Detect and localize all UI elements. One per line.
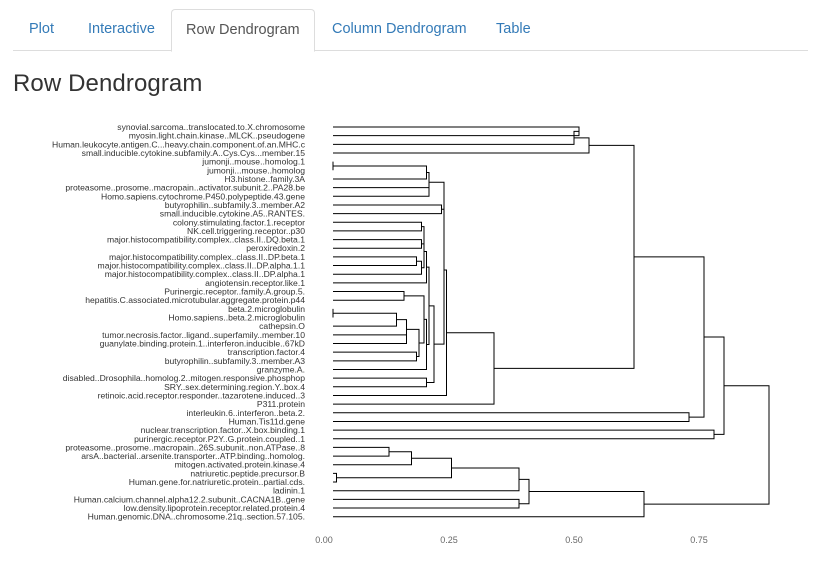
dendrogram-link [333, 204, 442, 215]
leaf-label: hepatitis.C.associated.microtubular.aggr… [85, 295, 305, 305]
tab-column-dendrogram[interactable]: Column Dendrogram [332, 21, 467, 37]
dendrogram-link [333, 137, 590, 154]
leaf-label: small.inducible.cytokine.subfamily.A..Cy… [82, 148, 306, 158]
leaf-label: ladinin.1 [273, 486, 305, 496]
dendrogram-link [333, 498, 520, 509]
dendrogram-link [333, 472, 337, 483]
leaf-label: H3.histone..family.3A [224, 174, 305, 184]
leaf-label: tumor.necrosis.factor..ligand..superfami… [102, 330, 305, 340]
dendrogram-link [333, 256, 417, 267]
leaf-label: major.histocompatibility.complex..class.… [105, 269, 306, 279]
leaf-label: Human.leukocyte.antigen.C...heavy.chain.… [52, 139, 306, 149]
dendrogram-link [426, 171, 430, 192]
dendrogram-link [333, 291, 405, 301]
leaf-label: colony.stimulating.factor.1.receptor [173, 217, 305, 227]
leaf-label: jumonji...mouse..homolog [206, 165, 305, 175]
dendrogram-link [333, 239, 422, 249]
leaf-label: mitogen.activated.protein.kinase.4 [175, 460, 306, 470]
leaf-label: proteasome..prosome..macropain..activato… [65, 183, 305, 193]
dendrogram-link [333, 318, 427, 370]
dendrogram-link [421, 235, 425, 269]
dendrogram-link [333, 312, 397, 327]
x-tick-label: 0.00 [315, 535, 333, 545]
x-tick-label: 0.50 [565, 535, 583, 545]
dendrogram-link [333, 451, 412, 466]
dendrogram-link [333, 351, 417, 362]
dendrogram-link [396, 319, 407, 340]
leaf-label: interleukin.6..interferon..beta.2. [187, 408, 305, 418]
leaf-label: beta.2.microglobulin [228, 304, 305, 314]
dendrogram-link [434, 195, 445, 345]
leaf-label: guanylate.binding.protein.1..interferon.… [100, 339, 305, 349]
leaf-label: Human.calcium.channel.alpha12.2.subunit.… [74, 494, 305, 504]
leaf-label: P311.protein [257, 399, 305, 409]
leaf-label: butyrophilin..subfamily.3..member.A2 [165, 200, 305, 210]
leaf-label: retinoic.acid.receptor.responder..tazaro… [98, 390, 306, 400]
page-title: Row Dendrogram [13, 70, 203, 97]
leaf-label: disabled..Drosophila..homolog.2..mitogen… [63, 373, 305, 383]
dendrogram-link [494, 144, 635, 369]
leaf-label: butyrophilin..subfamily.3..member.A3 [165, 356, 305, 366]
x-axis: 0.00 0.25 0.50 0.75 [315, 535, 708, 545]
leaf-label: synovial.sarcoma..translocated.to.X.chro… [117, 122, 305, 132]
leaf-label: transcription.factor.4 [228, 347, 306, 357]
leaf-label: angiotensin.receptor.like.1 [205, 278, 305, 288]
leaf-labels: synovial.sarcoma..translocated.to.X.chro… [52, 122, 306, 522]
x-tick-label: 0.25 [440, 535, 458, 545]
dendrogram-link [333, 165, 427, 180]
leaf-label: peroxiredoxin.2 [246, 243, 305, 253]
dendrogram-link [333, 491, 645, 518]
leaf-label: Purinergic.receptor..family.A.group.5. [164, 287, 305, 297]
tab-interactive[interactable]: Interactive [88, 21, 155, 37]
leaf-label: Homo.sapiens..beta.2.microglobulin [168, 313, 305, 323]
leaf-label: arsA..bacterial..arsenite.transporter..A… [81, 451, 305, 461]
tab-row-dendrogram[interactable]: Row Dendrogram [171, 9, 315, 52]
tab-bar: Plot Interactive Row Dendrogram Column D… [13, 9, 808, 52]
leaf-label: purinergic.receptor.P2Y..G.protein.coupl… [134, 434, 305, 444]
tab-plot[interactable]: Plot [29, 21, 54, 37]
leaf-label: natriuretic.peptide.precursor.B [190, 468, 305, 478]
dendrogram-link [644, 385, 770, 505]
leaf-label: Human.gene.for.natriuretic.protein..part… [129, 477, 305, 487]
leaf-label: low.density.lipoprotein.receptor.related… [124, 503, 306, 513]
dendrogram-link [333, 334, 407, 344]
dendrogram-link [333, 467, 520, 492]
dendrogram-links [332, 126, 770, 518]
dendrogram-link [333, 126, 580, 137]
leaf-label: major.histocompatibility.complex..class.… [107, 235, 305, 245]
leaf-label: cathepsin.O [259, 321, 305, 331]
leaf-label: proteasome..prosome..macropain..26S.subu… [65, 442, 305, 452]
dendrogram-link [336, 457, 452, 479]
dendrogram-link [333, 130, 579, 145]
dendrogram-link [333, 429, 715, 440]
leaf-label: myosin.light.chain.kinase..MLCK..pseudog… [129, 131, 305, 141]
leaf-label: jumonji..mouse..homolog.1 [201, 157, 305, 167]
leaf-label: Human.Tis11d.gene [229, 416, 306, 426]
dendrogram-link [333, 446, 390, 457]
leaf-label: granzyme.A. [257, 364, 305, 374]
dendrogram-link [519, 478, 530, 505]
dendrogram-link [333, 250, 427, 284]
leaf-label: NK.cell.triggering.receptor..p30 [187, 226, 305, 236]
leaf-label: small.inducible.cytokine.A5..RANTES. [160, 209, 305, 219]
leaf-label: major.histocompatibility.complex..class.… [98, 261, 306, 271]
leaf-label: major.histocompatibility.complex..class.… [109, 252, 305, 262]
dendrogram-link [333, 187, 430, 197]
dendrogram-link [333, 221, 422, 232]
x-tick-label: 0.75 [690, 535, 708, 545]
dendrogram-link [634, 256, 705, 418]
leaf-label: SRY..sex.determining.region.Y..box.4 [164, 382, 305, 392]
dendrogram-link [333, 377, 427, 388]
leaf-label: Homo.sapiens.cytochrome.P450.polypeptide… [101, 191, 305, 201]
tab-table[interactable]: Table [496, 21, 531, 37]
leaf-label: nuclear.transcription.factor..X.box.bind… [141, 425, 306, 435]
dendrogram-link [704, 336, 725, 435]
leaf-label: Human.genomic.DNA..chromosome.21q..secti… [88, 512, 305, 522]
dendrogram-link [333, 412, 690, 422]
dendrogram-link [333, 260, 422, 275]
